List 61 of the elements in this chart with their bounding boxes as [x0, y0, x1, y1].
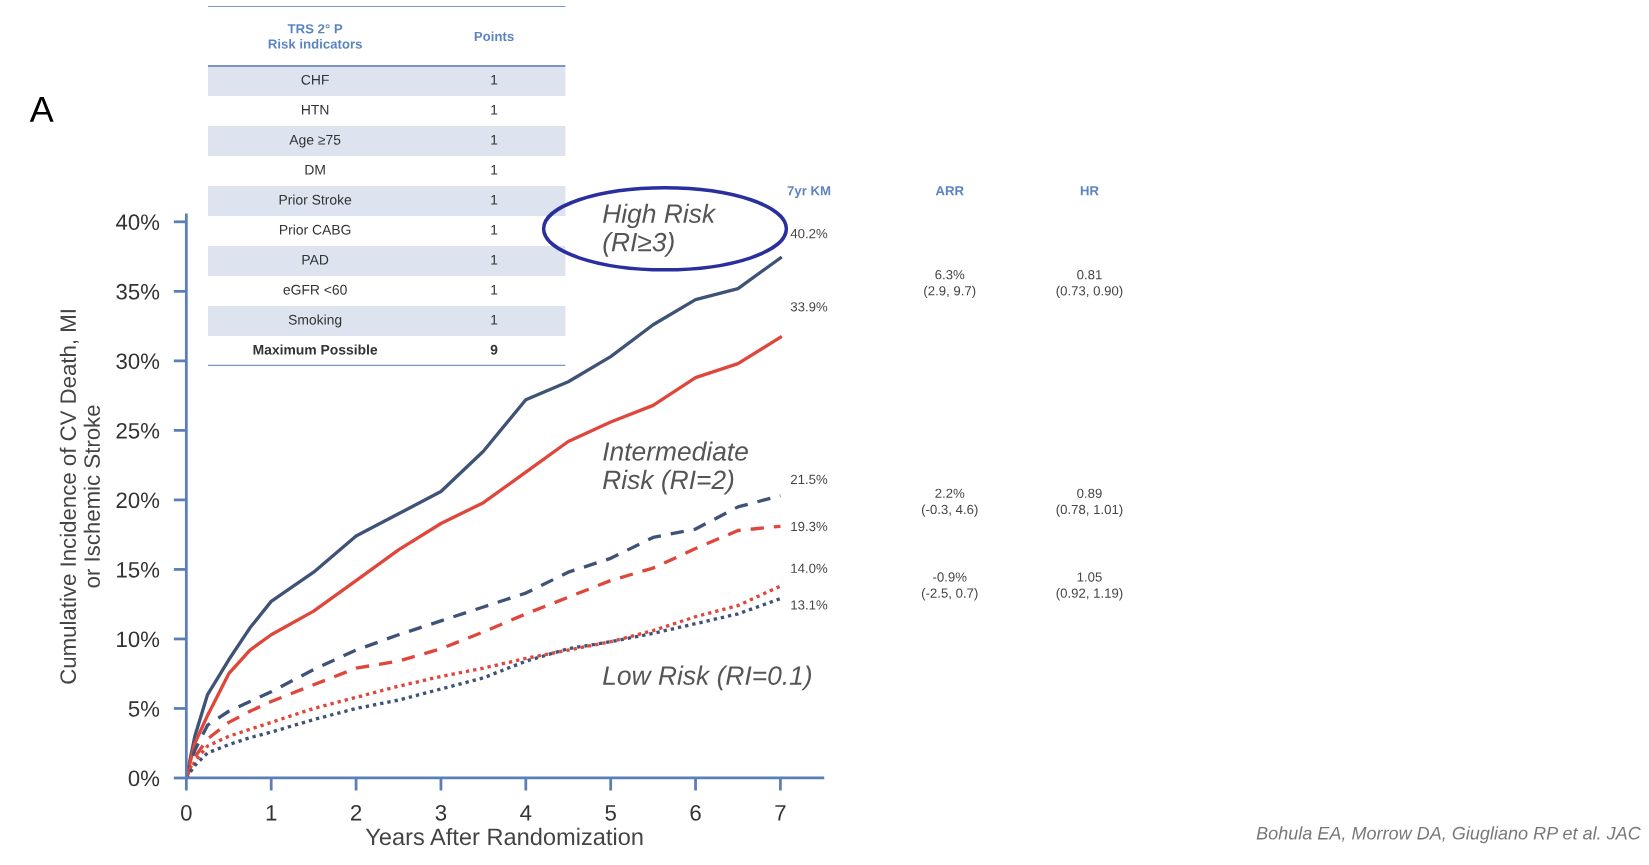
text: 1	[491, 165, 498, 175]
y-tick-label: 30%	[116, 353, 160, 370]
text: A	[29, 96, 54, 122]
text: 6.3% (2.9, 9.7)	[924, 270, 976, 299]
y-tick-label: 10%	[117, 631, 160, 648]
annotation: 21.5%	[790, 474, 828, 485]
x-tick-label: 6	[690, 804, 701, 821]
text: 0.81 (0.73, 0.90)	[1056, 270, 1123, 299]
text: Age ≥75	[289, 135, 341, 148]
annotation: eGFR <60	[283, 284, 347, 295]
annotation: High Risk (RI≥3)	[603, 203, 717, 257]
annotation: 33.9%	[790, 302, 828, 312]
text: Points	[474, 31, 514, 42]
text: 0.89 (0.78, 1.01)	[1056, 488, 1123, 517]
x-tick-label: 5	[605, 805, 616, 821]
text: Prior Stroke	[279, 194, 352, 205]
annotation: Intermediate Risk (RI=2)	[603, 441, 748, 495]
y-tick-label: 20%	[116, 492, 160, 509]
y-tick-label: 35%	[116, 283, 160, 300]
text: 1.05 (0.92, 1.19)	[1056, 572, 1123, 601]
x-tick-label: 2	[351, 804, 362, 821]
text: Bohula EA, Morrow DA, Giugliano RP et al. JAC	[1256, 826, 1641, 844]
y-tick-label: 15%	[117, 562, 160, 578]
y-axis-title: Cumulative Incidence of CV Death, MI or Ischemic Stroke	[59, 310, 100, 684]
text: 1	[491, 105, 498, 115]
text: CHF	[301, 74, 329, 85]
text: 7yr KM	[787, 186, 831, 198]
annotation: Prior CABG	[279, 224, 351, 235]
text: ARR	[935, 186, 964, 196]
text: -0.9% (-2.5, 0.7)	[921, 572, 978, 601]
x-axis-title: Years After Randomization	[365, 827, 643, 846]
x-tick-label: 7	[775, 805, 786, 821]
annotation: 1	[491, 314, 498, 325]
text: 1	[491, 135, 498, 145]
annotation: 19.3%	[791, 521, 828, 532]
text: 2.2% (-0.3, 4.6)	[921, 488, 978, 517]
x-tick-label: 4	[520, 805, 532, 821]
annotation: 9	[490, 344, 498, 355]
text: DM	[305, 165, 325, 175]
annotation: Maximum Possible	[253, 344, 378, 355]
x-tick-label: 3	[435, 804, 447, 821]
y-tick-label: 40%	[115, 214, 160, 231]
annotation: Low Risk (RI=0.1)	[603, 665, 812, 691]
annotation: 1	[491, 224, 498, 235]
annotation: 1	[491, 254, 498, 265]
annotation: 1	[491, 284, 498, 295]
annotation: 13.1%	[791, 600, 828, 610]
y-tick-label: 25%	[116, 422, 160, 439]
x-tick-label: 1	[266, 805, 277, 821]
text: 1	[491, 195, 498, 205]
annotation: 40.2%	[790, 228, 828, 239]
y-tick-label: 0%	[128, 770, 160, 787]
text: HTN	[301, 105, 329, 115]
annotation: 14.0%	[791, 563, 828, 573]
x-tick-label: 0	[181, 804, 192, 821]
y-tick-label: 5%	[128, 701, 160, 717]
text: 1	[491, 75, 498, 85]
text: HR	[1080, 186, 1099, 196]
annotation: PAD	[302, 254, 329, 265]
annotation: Smoking	[288, 314, 342, 328]
text: TRS 2° P Risk indicators	[268, 24, 362, 49]
